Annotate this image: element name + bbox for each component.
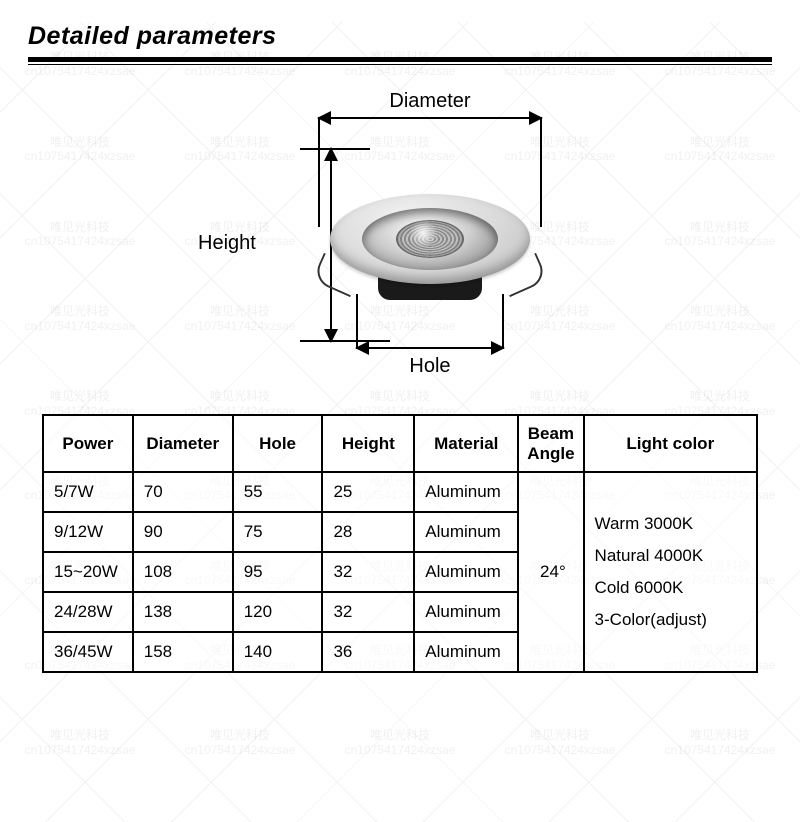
cell-light-color: Warm 3000KNatural 4000KCold 6000K3-Color… — [584, 472, 757, 672]
cell-hole: 140 — [233, 632, 323, 672]
col-power: Power — [43, 415, 133, 472]
hole-dimension: Hole — [356, 347, 504, 378]
cell-power: 5/7W — [43, 472, 133, 512]
cell-material: Aluminum — [414, 632, 518, 672]
cell-height: 32 — [322, 592, 414, 632]
ext-line — [540, 117, 542, 227]
diameter-label: Diameter — [318, 90, 542, 113]
height-label: Height — [198, 232, 256, 255]
cell-hole: 75 — [233, 512, 323, 552]
cell-height: 25 — [322, 472, 414, 512]
col-light-color: Light color — [584, 415, 757, 472]
col-diameter: Diameter — [133, 415, 233, 472]
cell-power: 24/28W — [43, 592, 133, 632]
cell-height: 36 — [322, 632, 414, 672]
arrow-icon — [318, 117, 542, 119]
cell-diameter: 90 — [133, 512, 233, 552]
page-title: Detailed parameters — [28, 22, 772, 51]
product-illustration — [330, 194, 530, 304]
cell-material: Aluminum — [414, 512, 518, 552]
cell-diameter: 70 — [133, 472, 233, 512]
hole-label: Hole — [356, 355, 504, 378]
cell-hole: 55 — [233, 472, 323, 512]
spec-table: Power Diameter Hole Height Material Beam… — [42, 414, 758, 673]
cell-hole: 120 — [233, 592, 323, 632]
cell-material: Aluminum — [414, 472, 518, 512]
col-height: Height — [322, 415, 414, 472]
height-dimension — [274, 148, 332, 342]
dimension-diagram: Diameter Height Hole — [0, 62, 800, 402]
cell-diameter: 108 — [133, 552, 233, 592]
cell-power: 36/45W — [43, 632, 133, 672]
content-root: Detailed parameters Diameter Height — [0, 22, 800, 673]
cell-material: Aluminum — [414, 592, 518, 632]
table-row: 5/7W705525Aluminum24°Warm 3000KNatural 4… — [43, 472, 757, 512]
arrow-icon — [356, 347, 504, 349]
col-material: Material — [414, 415, 518, 472]
product-lens — [396, 220, 464, 258]
col-hole: Hole — [233, 415, 323, 472]
cell-hole: 95 — [233, 552, 323, 592]
cell-beam-angle: 24° — [518, 472, 583, 672]
cell-height: 32 — [322, 552, 414, 592]
col-beam-angle: Beam Angle — [518, 415, 583, 472]
cell-height: 28 — [322, 512, 414, 552]
cell-material: Aluminum — [414, 552, 518, 592]
cell-power: 9/12W — [43, 512, 133, 552]
table-header-row: Power Diameter Hole Height Material Beam… — [43, 415, 757, 472]
cell-power: 15~20W — [43, 552, 133, 592]
cell-diameter: 138 — [133, 592, 233, 632]
cell-diameter: 158 — [133, 632, 233, 672]
title-bar: Detailed parameters — [0, 22, 800, 62]
diameter-dimension: Diameter — [318, 90, 542, 119]
